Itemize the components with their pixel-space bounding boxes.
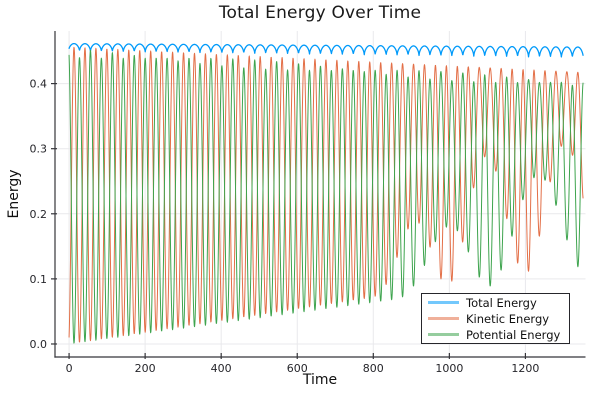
x-tick-label: 800 xyxy=(363,362,384,375)
series-path-potential-energy xyxy=(68,49,584,344)
legend-swatch-potential-energy xyxy=(428,333,459,336)
x-tick-label: 0 xyxy=(66,362,73,375)
y-axis-label: Energy xyxy=(6,169,22,219)
x-tick-label: 1000 xyxy=(435,362,463,375)
legend-label-total-energy: Total Energy xyxy=(466,295,537,310)
tick-labels: 0 200 400 600 800 1000 1200 0.0 0.1 0.2 0.3 0.4 xyxy=(30,78,540,375)
x-tick-label: 400 xyxy=(211,362,232,375)
legend-item: Total Energy xyxy=(428,296,565,310)
legend-label-kinetic-energy: Kinetic Energy xyxy=(466,311,550,326)
y-tick-label: 0.2 xyxy=(30,208,48,221)
x-tick-label: 1200 xyxy=(511,362,539,375)
y-tick-label: 0.4 xyxy=(30,78,48,91)
x-tick-label: 200 xyxy=(135,362,156,375)
legend-item: Kinetic Energy xyxy=(428,312,565,326)
series-path-total-energy xyxy=(68,42,584,58)
chart-title: Total Energy Over Time xyxy=(218,3,422,23)
y-tick-label: 0.0 xyxy=(30,338,48,351)
x-tick-label: 600 xyxy=(287,362,308,375)
y-tick-label: 0.1 xyxy=(30,273,48,286)
legend-label-potential-energy: Potential Energy xyxy=(466,327,561,342)
series-group xyxy=(68,42,584,344)
legend: Total Energy Kinetic Energy Potential En… xyxy=(421,293,570,344)
y-tick-label: 0.3 xyxy=(30,143,48,156)
series-path-kinetic-energy xyxy=(68,46,584,343)
legend-swatch-kinetic-energy xyxy=(428,317,459,320)
legend-swatch-total-energy xyxy=(428,301,459,304)
axes xyxy=(51,31,586,359)
legend-item: Potential Energy xyxy=(428,328,565,342)
x-axis-label: Time xyxy=(302,372,338,388)
